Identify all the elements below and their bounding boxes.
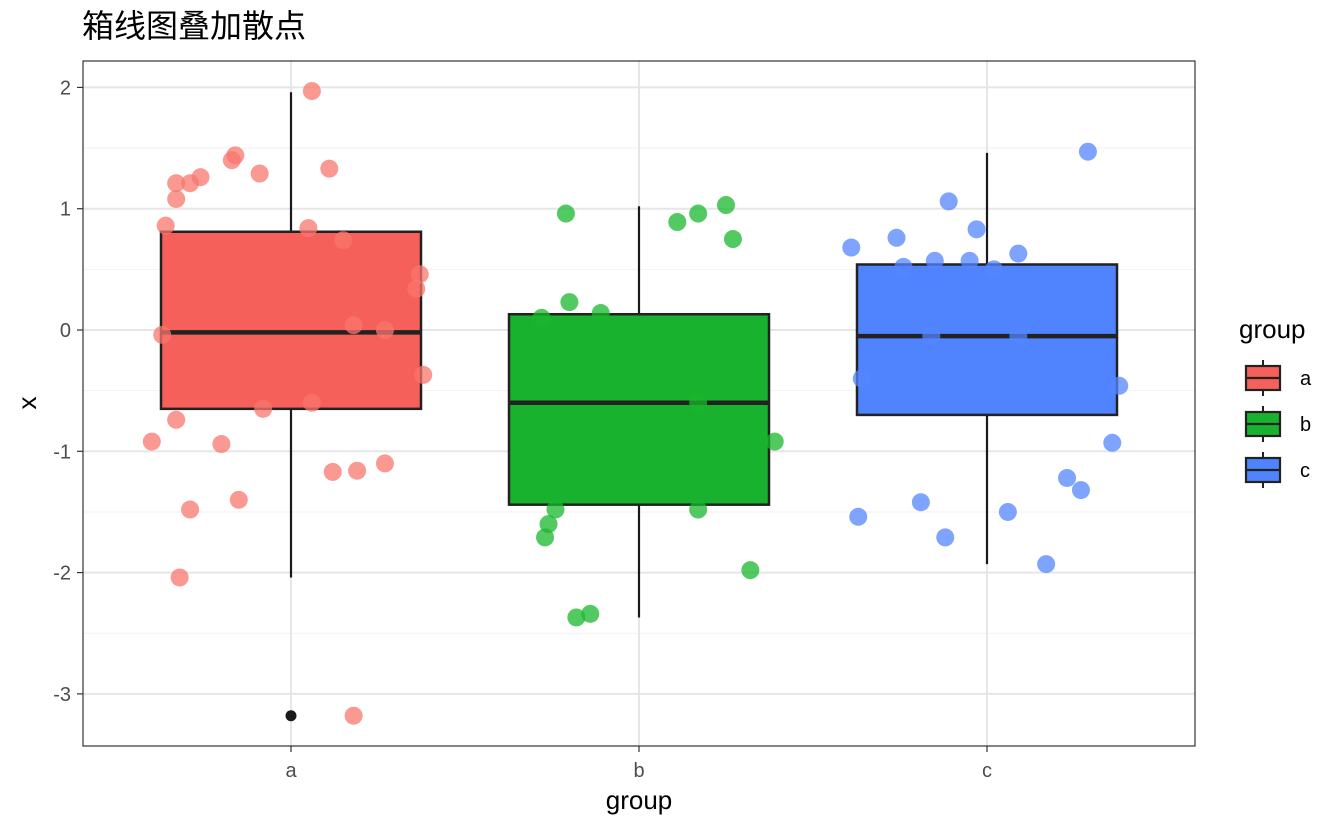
point-b — [689, 393, 708, 412]
point-c — [1078, 142, 1097, 161]
point-b — [689, 204, 708, 223]
point-c — [967, 220, 986, 239]
legend-label: a — [1300, 368, 1312, 390]
point-b — [536, 528, 555, 547]
point-a — [410, 265, 429, 284]
point-c — [1071, 481, 1090, 500]
point-c — [887, 228, 906, 247]
point-b — [717, 196, 735, 215]
point-b — [689, 500, 708, 519]
point-a — [142, 432, 161, 451]
point-c — [1103, 433, 1122, 452]
legend-label: c — [1300, 460, 1310, 482]
point-b — [668, 213, 687, 232]
point-c — [939, 192, 958, 211]
point-a — [167, 410, 186, 429]
box-iqr — [507, 312, 771, 506]
point-a — [299, 219, 318, 238]
x-axis-title: group — [606, 785, 673, 815]
point-a — [254, 399, 273, 418]
point-a — [302, 393, 321, 412]
legend-label: b — [1300, 414, 1311, 436]
chart-title: 箱线图叠加散点 — [82, 7, 306, 45]
point-a — [156, 216, 175, 235]
point-c — [1009, 244, 1028, 263]
legend-item-a: a — [1244, 360, 1312, 396]
y-tick-label: -1 — [53, 441, 71, 463]
box-a — [159, 92, 423, 722]
point-c — [852, 369, 871, 388]
point-b — [723, 230, 742, 249]
point-c — [1058, 468, 1077, 487]
legend-item-b: b — [1244, 406, 1311, 442]
point-c — [1009, 327, 1028, 346]
point-a — [170, 568, 189, 587]
point-c — [960, 251, 979, 270]
point-a — [222, 151, 241, 170]
x-tick-label: a — [285, 760, 297, 782]
point-a — [348, 461, 367, 480]
point-b — [560, 293, 579, 312]
point-c — [894, 257, 913, 276]
point-a — [181, 174, 200, 193]
y-tick-label: -3 — [53, 684, 71, 706]
point-a — [153, 325, 172, 344]
box-iqr — [159, 230, 423, 411]
y-axis-title: x — [12, 397, 42, 410]
point-a — [302, 82, 321, 101]
point-a — [414, 365, 433, 384]
box-c — [855, 152, 1119, 565]
point-a — [375, 454, 394, 473]
point-a — [229, 490, 248, 509]
point-a — [344, 316, 363, 335]
legend-title: group — [1239, 314, 1306, 344]
box-layer — [159, 92, 1119, 722]
y-axis: 2 1 0 -1 -2 -3 — [53, 77, 83, 706]
point-c — [925, 251, 944, 270]
point-a — [375, 321, 394, 339]
point-c — [998, 502, 1017, 521]
x-axis: a b c — [285, 746, 992, 782]
point-a — [181, 500, 200, 519]
point-c — [922, 327, 941, 346]
point-b — [591, 304, 610, 323]
point-b — [556, 204, 575, 223]
point-a — [323, 462, 342, 481]
point-b — [741, 561, 760, 580]
outlier-point — [285, 710, 297, 722]
point-c — [911, 493, 930, 512]
point-a — [212, 435, 231, 454]
y-tick-label: 1 — [60, 199, 71, 221]
point-b — [765, 432, 784, 451]
point-a — [250, 164, 269, 183]
jitter-points — [142, 82, 1129, 725]
point-c — [936, 528, 955, 547]
x-tick-label: c — [982, 760, 992, 782]
y-tick-label: 0 — [60, 320, 71, 342]
legend-item-c: c — [1244, 452, 1310, 488]
box-b — [507, 206, 771, 618]
point-b — [567, 608, 586, 627]
point-a — [167, 189, 186, 208]
point-a — [344, 706, 363, 725]
point-b — [581, 604, 600, 623]
point-c — [1110, 376, 1129, 395]
point-c — [1037, 555, 1056, 574]
point-c — [842, 238, 861, 257]
point-a — [320, 159, 339, 178]
legend: group a b c — [1239, 314, 1312, 488]
y-tick-label: -2 — [53, 563, 71, 585]
box-iqr — [855, 263, 1119, 417]
point-b — [532, 308, 551, 327]
point-a — [334, 231, 353, 250]
y-tick-label: 2 — [60, 77, 71, 99]
point-c — [849, 507, 868, 526]
x-tick-label: b — [633, 760, 644, 782]
point-a — [167, 174, 186, 193]
point-a — [407, 279, 426, 298]
point-b — [546, 500, 565, 519]
point-c — [984, 260, 1003, 279]
